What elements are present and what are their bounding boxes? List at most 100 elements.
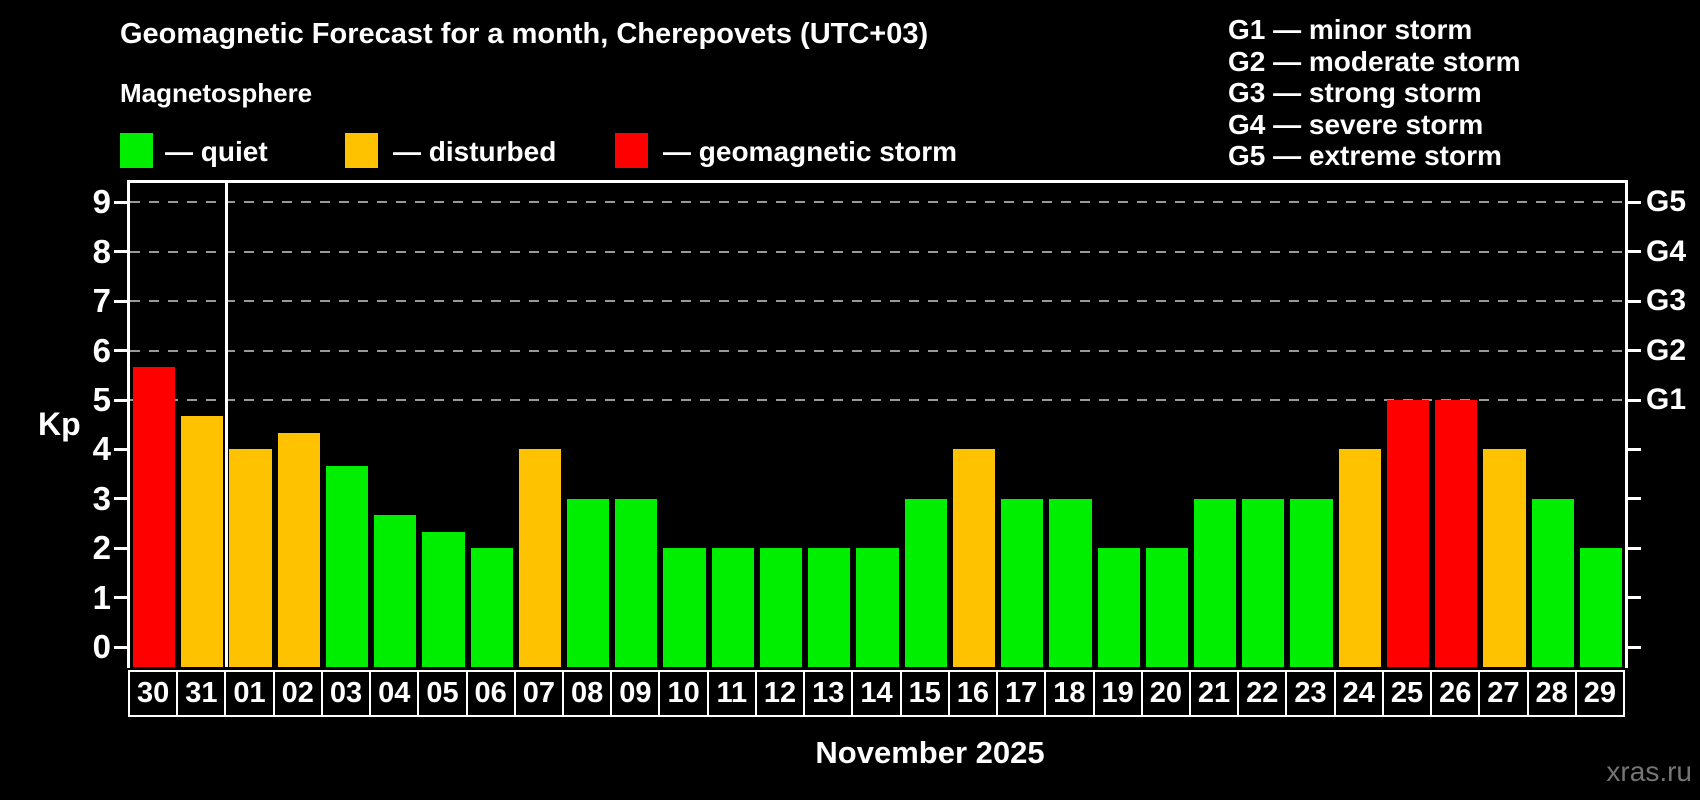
g1-legend-line: G1 — minor storm bbox=[1228, 14, 1473, 45]
y-axis-tick bbox=[114, 200, 127, 204]
kp-bar bbox=[374, 515, 417, 667]
kp-bar bbox=[1290, 498, 1333, 667]
month-separator-line bbox=[225, 183, 229, 667]
watermark-xras: xras.ru bbox=[1606, 756, 1692, 787]
kp-bar bbox=[229, 449, 272, 667]
day-label-cell: 21 bbox=[1188, 670, 1240, 717]
legend-storm-swatch bbox=[615, 133, 648, 168]
day-label-cell: 28 bbox=[1526, 670, 1577, 717]
day-label-cell: 30 bbox=[128, 670, 179, 717]
y-axis-tick-label: 0 bbox=[92, 628, 111, 665]
legend-quiet-label: — quiet bbox=[165, 136, 268, 167]
day-label-cell: 03 bbox=[320, 670, 372, 717]
day-label-cell: 07 bbox=[513, 670, 565, 717]
kp-bar bbox=[856, 548, 899, 667]
g2-legend-line: G2 — moderate storm bbox=[1228, 45, 1521, 77]
y-axis-tick-right bbox=[1628, 645, 1641, 649]
legend-storm-label: — geomagnetic storm bbox=[663, 136, 958, 167]
y-axis-tick-label: 8 bbox=[92, 232, 111, 270]
g-scale-tick-label: G3 bbox=[1646, 284, 1687, 318]
y-axis-tick-right bbox=[1628, 398, 1641, 402]
y-axis-tick-right bbox=[1628, 596, 1641, 600]
kp-bar bbox=[1242, 498, 1285, 667]
kp-bar bbox=[1097, 548, 1140, 667]
day-label-cell: 14 bbox=[851, 670, 902, 717]
day-label-cell: 12 bbox=[754, 670, 806, 717]
kp-bar bbox=[808, 548, 851, 667]
day-label-cell: 23 bbox=[1285, 670, 1336, 717]
kp-bar bbox=[277, 433, 320, 667]
day-label-cell: 27 bbox=[1478, 670, 1529, 717]
kp-bar bbox=[181, 416, 224, 667]
kp-bar bbox=[1531, 498, 1574, 667]
day-label-cell: 15 bbox=[899, 670, 950, 717]
y-axis-tick bbox=[114, 299, 127, 303]
y-axis-tick bbox=[114, 546, 127, 550]
day-label-cell: 22 bbox=[1237, 670, 1288, 717]
y-axis-tick-label: 3 bbox=[92, 479, 111, 517]
kp-bar bbox=[1145, 548, 1188, 667]
y-axis-tick-label: 2 bbox=[92, 529, 111, 567]
g-scale-legend: G1 — minor storm G2 — moderate storm G3 … bbox=[1228, 14, 1521, 172]
plot-border-right bbox=[1625, 180, 1628, 668]
day-label-cell: 04 bbox=[369, 670, 420, 717]
y-axis-tick-label: 1 bbox=[92, 578, 111, 616]
kp-bar bbox=[663, 548, 706, 667]
kp-bar bbox=[952, 449, 996, 667]
y-axis-tick bbox=[114, 447, 127, 451]
day-label-cell: 11 bbox=[706, 670, 757, 717]
y-axis-tick bbox=[114, 596, 127, 600]
legend-disturbed-swatch bbox=[345, 133, 378, 168]
page-title: Geomagnetic Forecast for a month, Cherep… bbox=[120, 18, 929, 50]
kp-bar bbox=[904, 498, 947, 667]
day-label-cell: 06 bbox=[465, 670, 516, 717]
g-scale-tick-label: G5 bbox=[1646, 185, 1687, 219]
day-label-cell: 31 bbox=[176, 670, 227, 717]
day-label-cell: 08 bbox=[562, 670, 613, 717]
day-label-cell: 29 bbox=[1574, 670, 1625, 717]
grid-line bbox=[130, 349, 1625, 352]
y-axis-tick-label: 7 bbox=[92, 282, 111, 320]
y-axis-tick bbox=[114, 250, 127, 254]
kp-axis-label: Kp bbox=[38, 406, 81, 442]
grid-line bbox=[130, 250, 1625, 253]
plot-border-left bbox=[127, 180, 130, 668]
day-label-cell: 26 bbox=[1430, 670, 1481, 717]
grid-line bbox=[130, 201, 1625, 204]
kp-bar bbox=[567, 498, 610, 667]
y-axis-tick-right bbox=[1628, 250, 1641, 254]
y-axis-tick-right bbox=[1628, 200, 1641, 204]
kp-bar bbox=[1386, 400, 1430, 667]
day-label-cell: 10 bbox=[658, 670, 709, 717]
kp-bar bbox=[518, 449, 562, 667]
y-axis-tick bbox=[114, 645, 127, 649]
kp-bar bbox=[1435, 400, 1478, 667]
month-caption: November 2025 bbox=[815, 735, 1045, 770]
g4-legend-line: G4 — severe storm bbox=[1228, 108, 1484, 140]
day-label-cell: 13 bbox=[803, 670, 854, 717]
g3-legend-line: G3 — strong storm bbox=[1228, 77, 1482, 108]
day-label-cell: 02 bbox=[272, 670, 323, 717]
kp-bar bbox=[711, 548, 754, 667]
g5-legend-line: G5 — extreme storm bbox=[1228, 140, 1502, 171]
kp-bar bbox=[422, 531, 465, 667]
legend-disturbed-label: — disturbed bbox=[393, 136, 557, 167]
y-axis-tick-label: 4 bbox=[92, 430, 111, 468]
y-axis-tick bbox=[114, 497, 127, 501]
day-label-cell: 19 bbox=[1092, 670, 1143, 717]
day-label-cell: 18 bbox=[1044, 670, 1095, 717]
day-label-cell: 16 bbox=[947, 670, 999, 717]
kp-bar bbox=[1193, 498, 1237, 667]
kp-bar bbox=[133, 366, 176, 667]
grid-line bbox=[130, 300, 1625, 303]
kp-bar bbox=[325, 465, 369, 667]
y-axis-tick bbox=[114, 398, 127, 402]
g-scale-tick-label: G2 bbox=[1646, 333, 1687, 367]
y-axis-tick-right bbox=[1628, 447, 1641, 451]
kp-bar bbox=[1049, 498, 1092, 667]
day-label-cell: 09 bbox=[610, 670, 661, 717]
g-scale-tick-label: G4 bbox=[1646, 234, 1687, 268]
y-axis-tick-right bbox=[1628, 497, 1641, 501]
day-label-cell: 05 bbox=[417, 670, 468, 717]
plot-border-top bbox=[127, 180, 1628, 183]
